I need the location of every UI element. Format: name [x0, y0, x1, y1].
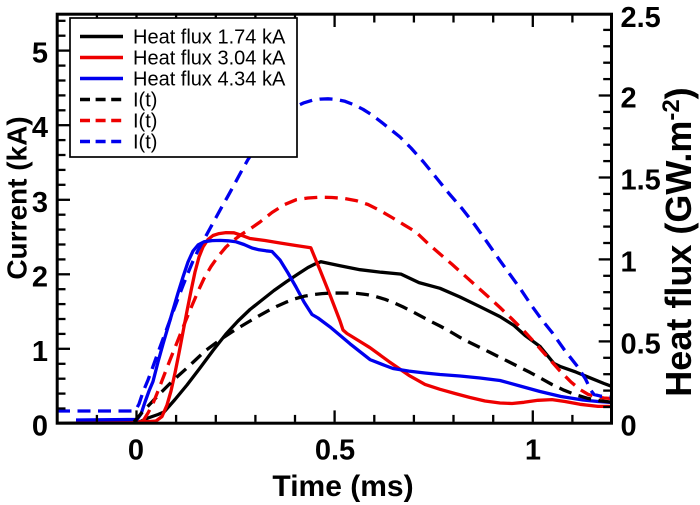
svg-text:1.5: 1.5: [621, 165, 661, 197]
svg-text:Current (kA): Current (kA): [2, 116, 33, 279]
svg-text:3: 3: [32, 187, 48, 219]
svg-text:Time (ms): Time (ms): [272, 470, 413, 503]
svg-text:2: 2: [621, 83, 637, 115]
svg-text:0.5: 0.5: [315, 435, 355, 467]
svg-text:Heat flux (GW.m-2): Heat flux (GW.m-2): [658, 87, 699, 396]
svg-text:I(t): I(t): [133, 111, 157, 133]
svg-text:Heat flux 1.74 kA: Heat flux 1.74 kA: [133, 27, 286, 49]
svg-text:0: 0: [621, 410, 637, 442]
svg-text:Heat flux 3.04 kA: Heat flux 3.04 kA: [133, 48, 286, 70]
svg-text:0: 0: [32, 410, 48, 442]
svg-text:1: 1: [32, 336, 48, 368]
svg-text:0.5: 0.5: [621, 328, 661, 360]
svg-text:I(t): I(t): [133, 90, 157, 112]
svg-text:1: 1: [525, 435, 541, 467]
svg-text:Heat flux 4.34 kA: Heat flux 4.34 kA: [133, 69, 286, 91]
svg-text:I(t): I(t): [133, 132, 157, 154]
svg-text:4: 4: [32, 112, 48, 144]
svg-text:0: 0: [128, 435, 144, 467]
svg-text:2.5: 2.5: [621, 2, 661, 34]
svg-text:5: 5: [32, 38, 48, 70]
svg-text:2: 2: [32, 261, 48, 293]
svg-text:1: 1: [621, 246, 637, 278]
